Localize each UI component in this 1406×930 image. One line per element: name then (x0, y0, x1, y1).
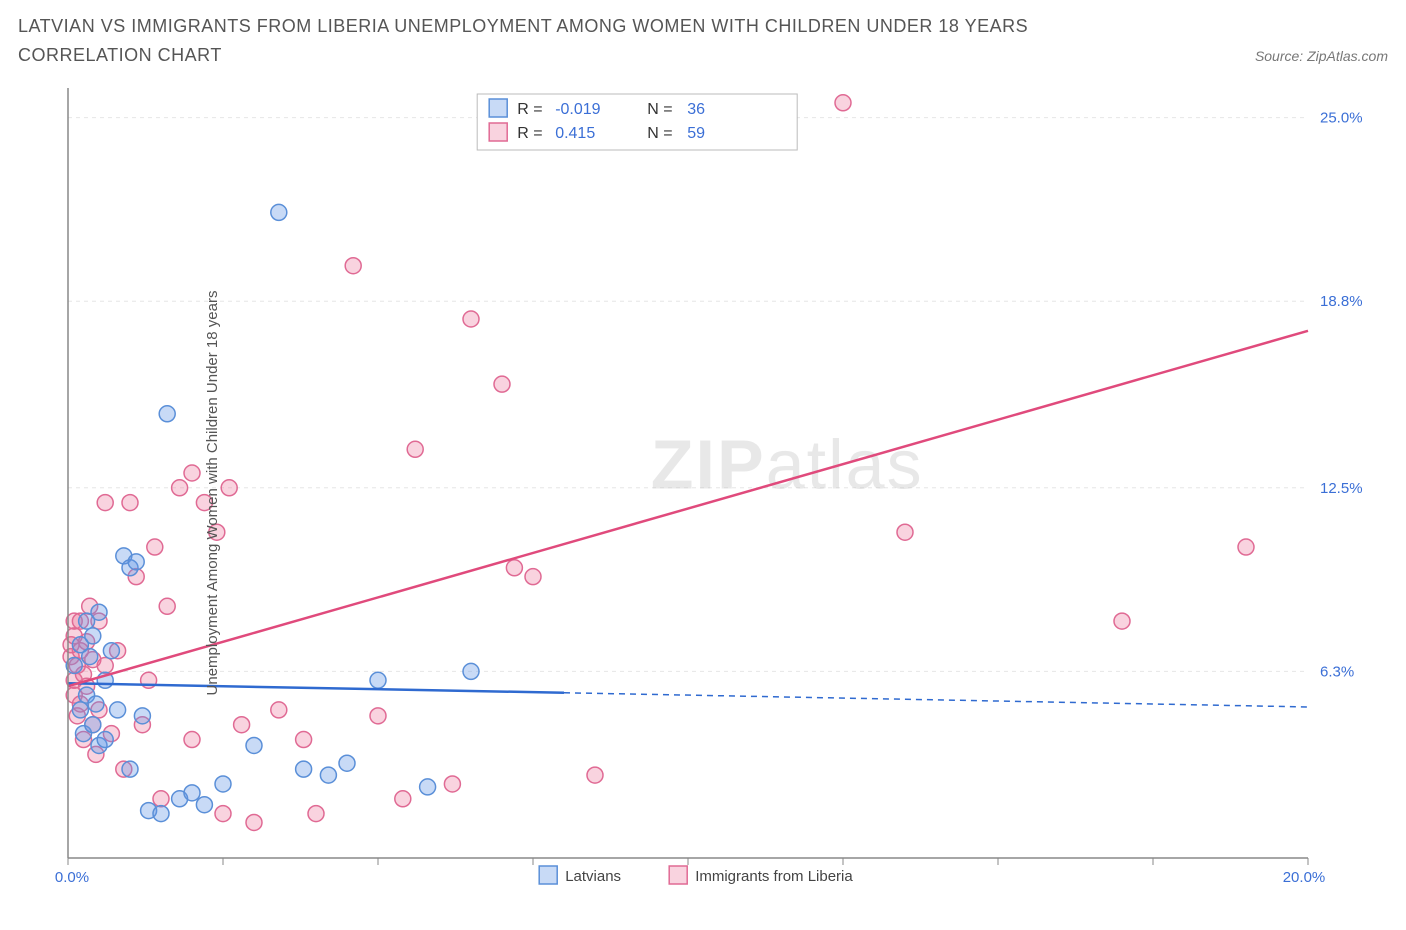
data-point-liberia (296, 731, 312, 747)
data-point-liberia (221, 479, 237, 495)
data-point-latvians (72, 702, 88, 718)
scatter-chart: 6.3% 12.5% 18.8% 25.0% ZIPatlas 0.0% 20.0% R =-… (18, 78, 1388, 908)
data-point-latvians (85, 716, 101, 732)
data-point-liberia (97, 657, 113, 673)
data-point-liberia (215, 805, 231, 821)
stats-n-label: N = (647, 125, 672, 142)
legend-swatch-latvians (539, 866, 557, 884)
data-point-liberia (370, 707, 386, 723)
data-point-latvians (122, 761, 138, 777)
data-point-latvians (91, 604, 107, 620)
data-point-latvians (85, 627, 101, 643)
legend-label-latvians: Latvians (565, 868, 621, 885)
data-point-liberia (308, 805, 324, 821)
data-point-liberia (246, 814, 262, 830)
y-axis-label: Unemployment Among Women with Children U… (204, 290, 221, 695)
data-point-latvians (97, 731, 113, 747)
data-point-latvians (296, 761, 312, 777)
regression-line-latvians (68, 683, 564, 692)
data-point-latvians (103, 642, 119, 658)
y-tick-label: 25.0% (1320, 109, 1363, 126)
data-point-liberia (897, 524, 913, 540)
data-point-latvians (420, 779, 436, 795)
regression-line-latvians-ext (564, 692, 1308, 706)
regression-line-liberia (68, 330, 1308, 685)
data-point-liberia (184, 465, 200, 481)
source-label: Source: ZipAtlas.com (1255, 48, 1388, 70)
data-point-liberia (506, 559, 522, 575)
data-point-latvians (196, 796, 212, 812)
data-point-latvians (184, 784, 200, 800)
data-point-latvians (271, 204, 287, 220)
data-point-liberia (525, 568, 541, 584)
data-point-liberia (153, 790, 169, 806)
data-point-liberia (1114, 613, 1130, 629)
data-point-liberia (159, 598, 175, 614)
data-point-latvians (153, 805, 169, 821)
data-point-liberia (345, 257, 361, 273)
data-point-latvians (159, 405, 175, 421)
stats-n-label: N = (647, 101, 672, 118)
legend-swatch-liberia (669, 866, 687, 884)
stats-n-value-latvians: 36 (687, 101, 705, 118)
stats-swatch-liberia (489, 123, 507, 141)
data-point-liberia (172, 479, 188, 495)
y-tick-label: 18.8% (1320, 293, 1363, 310)
stats-swatch-latvians (489, 99, 507, 117)
data-point-latvians (320, 767, 336, 783)
y-tick-label: 12.5% (1320, 479, 1363, 496)
legend-label-liberia: Immigrants from Liberia (695, 868, 853, 885)
x-tick-label: 20.0% (1283, 869, 1326, 886)
data-point-latvians (128, 553, 144, 569)
x-tick-label: 0.0% (55, 869, 89, 886)
data-point-liberia (463, 311, 479, 327)
y-tick-label: 6.3% (1320, 663, 1354, 680)
data-point-latvians (88, 696, 104, 712)
data-point-latvians (370, 672, 386, 688)
data-point-liberia (147, 539, 163, 555)
data-point-liberia (395, 790, 411, 806)
data-point-liberia (587, 767, 603, 783)
data-point-liberia (97, 494, 113, 510)
data-point-liberia (1238, 539, 1254, 555)
chart-title: LATVIAN VS IMMIGRANTS FROM LIBERIA UNEMP… (18, 12, 1118, 70)
data-point-latvians (110, 702, 126, 718)
data-point-liberia (234, 716, 250, 732)
data-point-latvians (339, 755, 355, 771)
data-point-liberia (835, 94, 851, 110)
data-point-latvians (82, 648, 98, 664)
stats-r-label: R = (517, 101, 542, 118)
watermark: ZIPatlas (651, 425, 924, 503)
data-point-latvians (215, 776, 231, 792)
data-point-latvians (463, 663, 479, 679)
data-point-liberia (184, 731, 200, 747)
data-point-liberia (271, 702, 287, 718)
stats-r-value-liberia: 0.415 (555, 125, 595, 142)
data-point-liberia (407, 441, 423, 457)
data-point-liberia (494, 376, 510, 392)
stats-r-label: R = (517, 125, 542, 142)
data-point-liberia (122, 494, 138, 510)
data-point-latvians (134, 707, 150, 723)
stats-n-value-liberia: 59 (687, 125, 705, 142)
data-point-liberia (444, 776, 460, 792)
data-point-latvians (246, 737, 262, 753)
stats-r-value-latvians: -0.019 (555, 101, 600, 118)
